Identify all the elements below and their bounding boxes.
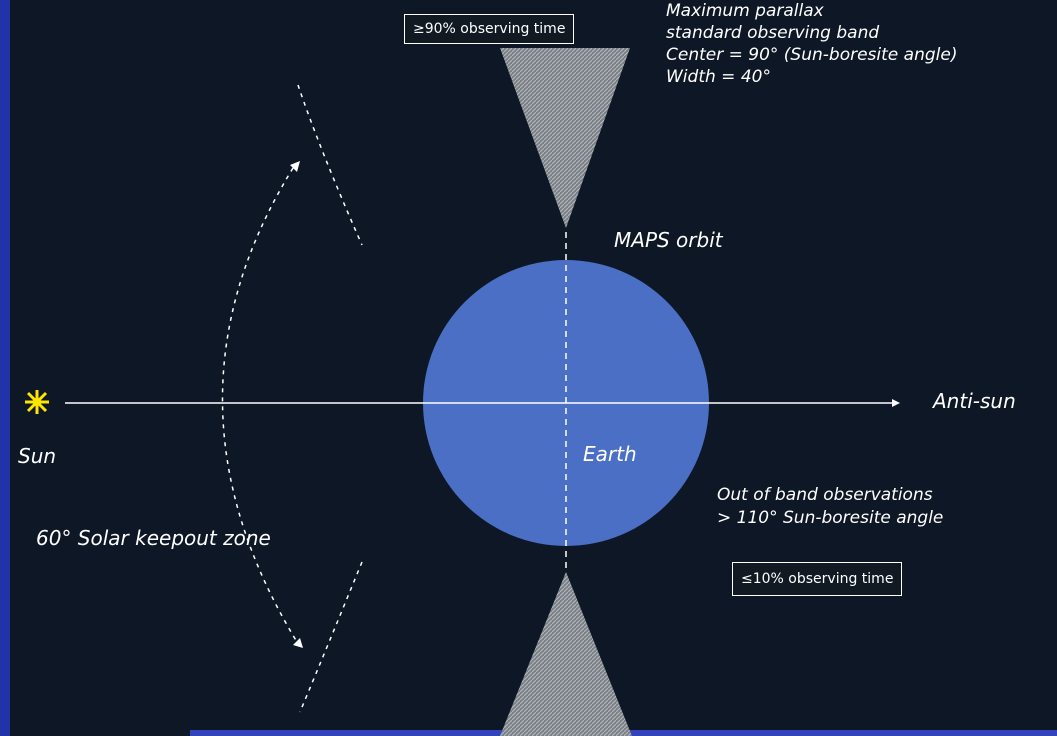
observing-band-description: Maximum parallax standard observing band…: [666, 0, 957, 88]
left-edge-strip: [0, 0, 10, 736]
sun-starburst-icon: [25, 390, 49, 414]
sun-label: Sun: [18, 444, 57, 468]
bottom-observing-band-cone: [500, 572, 632, 736]
band-desc-line: Maximum parallax: [666, 1, 824, 21]
band-desc-line: Width = 40°: [666, 67, 771, 87]
keepout-outer-arc-top: [297, 84, 363, 246]
arrow-right-icon: [892, 399, 900, 407]
oob-desc-line: Out of band observations: [717, 485, 933, 505]
earth-label: Earth: [583, 442, 637, 466]
band-desc-line: Center = 90° (Sun-boresite angle): [666, 45, 958, 65]
top-observing-band-cone: [500, 48, 630, 228]
top-observing-time-box: ≥90% observing time: [404, 14, 575, 44]
out-of-band-description: Out of band observations > 110° Sun-bore…: [717, 484, 943, 530]
solar-keepout-label: 60° Solar keepout zone: [36, 526, 271, 550]
orbit-label: MAPS orbit: [614, 228, 723, 252]
keepout-arrow-top-icon: [290, 161, 300, 172]
band-desc-line: standard observing band: [666, 23, 880, 43]
anti-sun-label: Anti-sun: [933, 389, 1016, 413]
keepout-arrow-bottom-icon: [293, 638, 303, 648]
oob-desc-line: > 110° Sun-boresite angle: [717, 508, 944, 528]
keepout-inner-arc: [221, 167, 298, 643]
bottom-observing-time-box: ≤10% observing time: [732, 562, 903, 596]
keepout-outer-arc-bottom: [299, 561, 363, 713]
